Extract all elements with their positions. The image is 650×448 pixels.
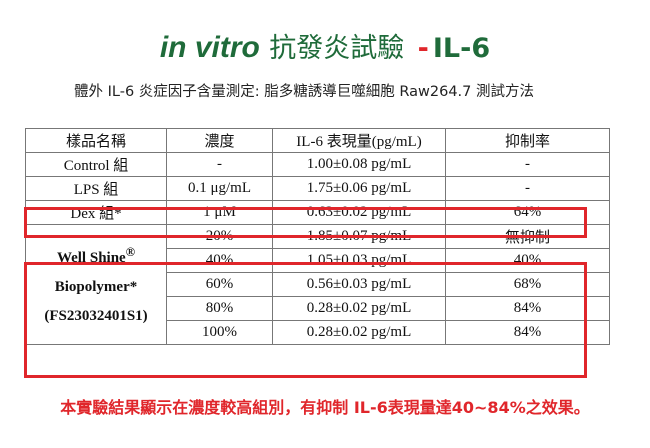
inhibition-rate: - [445,152,610,177]
table-row: 100% 0.28±0.02 pg/mL 84% [26,320,610,345]
table-row: 60% 0.56±0.03 pg/mL 68% [26,272,610,297]
table-row: Dex 組* 1 μM 0.63±0.02 pg/mL 64% [25,200,610,225]
group-name-line3: (FS23032401S1) [44,308,148,324]
subtitle: 體外 IL-6 炎症因子含量測定: 脂多糖誘導巨噬細胞 Raw264.7 測試方… [74,84,534,100]
results-table: 樣品名稱 濃度 IL-6 表現量(pg/mL) 抑制率 Control 組 - … [25,128,610,345]
expression-value: 0.28±0.02 pg/mL [272,320,446,345]
sample-name: Control 組 [25,152,167,177]
table-header-row: 樣品名稱 濃度 IL-6 表現量(pg/mL) 抑制率 [25,128,610,153]
sample-name: LPS 組 [25,176,167,201]
concentration: 80% [166,296,273,321]
concentration: 0.1 μg/mL [166,176,273,201]
page-title: in vitro 抗發炎試驗 - IL-6 [0,30,650,67]
inhibition-rate: 84% [445,320,610,345]
title-marker: IL-6 [432,33,491,64]
table-row: 80% 0.28±0.02 pg/mL 84% [26,296,610,321]
inhibition-rate: 68% [445,272,610,297]
concentration: 60% [166,272,273,297]
title-cjk: 抗發炎試驗 [269,33,405,64]
group-name-line2: Biopolymer* [54,279,138,295]
header-inhibition: 抑制率 [445,128,610,153]
concentration: 40% [166,248,273,273]
inhibition-rate: 40% [445,248,610,273]
expression-value: 1.00±0.08 pg/mL [272,152,446,177]
table-row: LPS 組 0.1 μg/mL 1.75±0.06 pg/mL - [25,176,610,201]
concentration: - [166,152,273,177]
expression-value: 1.85±0.07 pg/mL [272,224,446,249]
concentration: 20% [166,224,273,249]
header-expression: IL-6 表現量(pg/mL) [272,128,446,153]
inhibition-rate: 無抑制 [445,224,610,249]
table-row: Control 組 - 1.00±0.08 pg/mL - [25,152,610,177]
header-concentration: 濃度 [166,128,273,153]
expression-value: 0.63±0.02 pg/mL [272,200,446,225]
expression-value: 0.28±0.02 pg/mL [272,296,446,321]
expression-value: 1.75±0.06 pg/mL [272,176,446,201]
inhibition-rate: 64% [445,200,610,225]
inhibition-rate: - [445,176,610,201]
expression-value: 1.05±0.03 pg/mL [272,248,446,273]
title-dash: - [417,33,429,64]
sample-name: Dex 組* [25,200,167,225]
concentration: 100% [166,320,273,345]
registered-mark: ® [125,245,136,259]
title-latin: in vitro [159,31,260,64]
concentration: 1 μM [166,200,273,225]
table-row: Well Shine® Biopolymer* (FS23032401S1) 2… [25,224,610,345]
inhibition-rate: 84% [445,296,610,321]
header-sample: 樣品名稱 [25,128,167,153]
expression-value: 0.56±0.03 pg/mL [272,272,446,297]
sample-name-group: Well Shine® Biopolymer* (FS23032401S1) [25,224,167,345]
group-name-line1: Well Shine [56,250,126,266]
conclusion-text: 本實驗結果顯示在濃度較高組別，有抑制 IL-6表現量達40~84%之效果。 [60,398,590,417]
